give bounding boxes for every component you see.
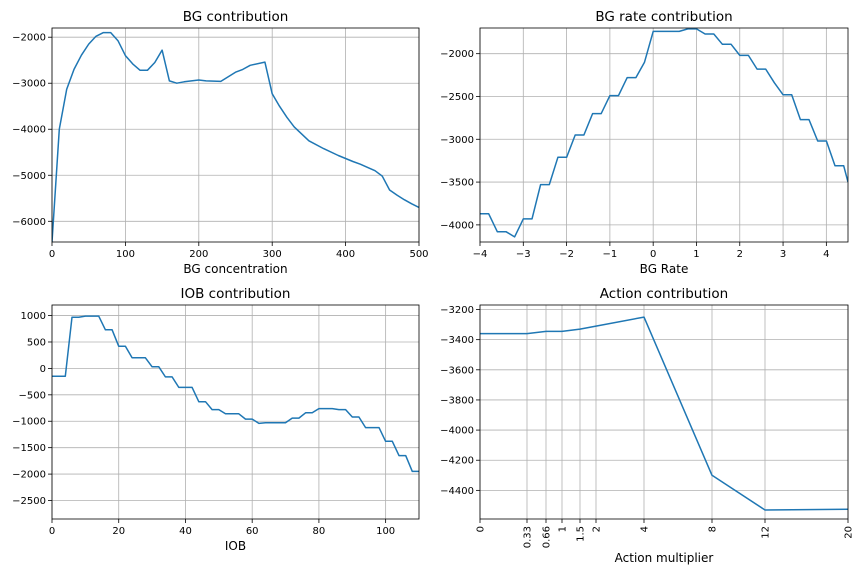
y-tick-label: −3200 xyxy=(440,305,474,316)
x-tick-label: 0 xyxy=(476,526,487,532)
y-tick-label: −6000 xyxy=(12,217,46,228)
iob-contribution-panel: 0 20 40 60 80 100 −2500 −2000 −1500 −1000 −500 0 500… xyxy=(12,286,420,553)
x-axis-label: Action multiplier xyxy=(615,551,714,565)
y-tick-label: −3500 xyxy=(440,178,474,189)
y-tick-label: −4000 xyxy=(12,125,46,136)
y-tick-label: −2000 xyxy=(440,49,474,60)
y-tick-label: −1000 xyxy=(12,417,46,428)
y-tick-label: −2500 xyxy=(440,92,474,103)
x-tick-label: 20 xyxy=(844,526,855,539)
y-tick-label: 0 xyxy=(40,364,46,375)
x-tick-label: −2 xyxy=(559,249,574,260)
x-tick-label: 2 xyxy=(592,526,603,532)
y-tick-label: −3000 xyxy=(440,135,474,146)
x-axis-label: IOB xyxy=(225,539,246,553)
y-tick-label: −1500 xyxy=(12,443,46,454)
y-tick-label: −4200 xyxy=(440,456,474,467)
chart-title: IOB contribution xyxy=(181,286,291,302)
x-tick-label: 20 xyxy=(112,526,125,537)
y-tick-label: −3400 xyxy=(440,335,474,346)
x-tick-label: 0 xyxy=(49,526,55,537)
x-tick-label: 1 xyxy=(558,526,569,532)
x-tick-label: 300 xyxy=(263,249,282,260)
plot-frame xyxy=(479,27,849,243)
y-tick-label: −3000 xyxy=(12,79,46,90)
y-tick-label: −2000 xyxy=(12,33,46,44)
plot-frame xyxy=(51,304,420,520)
x-tick-label: −1 xyxy=(603,249,618,260)
x-tick-label: 3 xyxy=(780,249,786,260)
series-line xyxy=(52,315,419,473)
x-tick-label: 60 xyxy=(246,526,259,537)
chart-title: Action contribution xyxy=(600,286,728,302)
x-tick-label: 400 xyxy=(336,249,355,260)
x-tick-label: 100 xyxy=(116,249,135,260)
plot-frame xyxy=(51,27,420,243)
x-tick-label: 4 xyxy=(823,249,829,260)
x-tick-label: 40 xyxy=(179,526,192,537)
y-tick-label: −4000 xyxy=(440,426,474,437)
x-tick-label: 1.5 xyxy=(576,526,587,542)
y-tick-label: −3600 xyxy=(440,365,474,376)
x-tick-label: 100 xyxy=(376,526,395,537)
x-tick-label: 500 xyxy=(409,249,428,260)
x-tick-label: 0 xyxy=(650,249,656,260)
y-tick-label: 1000 xyxy=(21,311,46,322)
x-tick-label: 8 xyxy=(708,526,719,532)
y-tick-label: 500 xyxy=(27,337,46,348)
y-tick-label: −2500 xyxy=(12,496,46,507)
bg-rate-contribution-panel: −4 −3 −2 −1 0 1 2 3 4 −4000 −3500 −3000 −2500 −2000 BG… xyxy=(440,9,849,276)
y-tick-label: −4400 xyxy=(440,486,474,497)
x-tick-label: −3 xyxy=(516,249,531,260)
chart-title: BG contribution xyxy=(183,9,289,25)
x-tick-label: 12 xyxy=(761,526,772,539)
x-tick-label: 4 xyxy=(640,526,651,532)
bg-contribution-panel: 0 100 200 300 400 500 −6000 −5000 −4000 −3000 −200… xyxy=(12,9,428,276)
x-axis-label: BG concentration xyxy=(183,262,287,276)
x-tick-label: 200 xyxy=(189,249,208,260)
series-line xyxy=(480,316,848,511)
chart-title: BG rate contribution xyxy=(595,9,732,25)
series-line xyxy=(480,28,848,238)
x-tick-label: 2 xyxy=(737,249,743,260)
y-tick-label: −3800 xyxy=(440,395,474,406)
x-tick-label: 80 xyxy=(313,526,326,537)
x-tick-label: 0 xyxy=(49,249,55,260)
plot-frame xyxy=(479,304,849,520)
x-axis-label: BG Rate xyxy=(640,262,689,276)
action-contribution-panel: 0 0.33 0.66 1 1.5 2 4 8 12 20 −4400 −4200 −4000 −3800… xyxy=(440,286,854,565)
y-tick-label: −2000 xyxy=(12,470,46,481)
y-tick-label: −4000 xyxy=(440,220,474,231)
series-line xyxy=(52,31,419,242)
y-tick-label: −500 xyxy=(19,390,46,401)
x-tick-label: −4 xyxy=(473,249,488,260)
x-tick-label: 1 xyxy=(693,249,699,260)
y-tick-label: −5000 xyxy=(12,171,46,182)
x-tick-label: 0.33 xyxy=(523,526,534,548)
x-tick-label: 0.66 xyxy=(542,526,553,548)
